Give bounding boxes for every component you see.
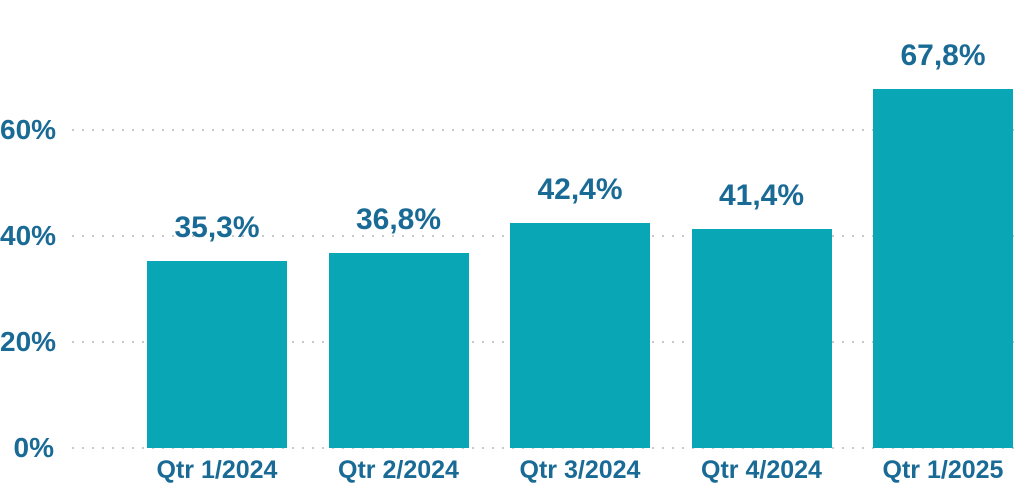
y-axis-tick-label: 20% (0, 326, 57, 357)
bar (691, 228, 832, 448)
bar (328, 252, 469, 448)
bar (510, 223, 650, 448)
x-axis-category-label: Qtr 2/2024 (338, 456, 459, 484)
y-axis-tick-label: 0% (13, 432, 54, 463)
bar-value-label: 67,8% (900, 38, 986, 72)
x-axis-category-label: Qtr 3/2024 (519, 456, 641, 484)
y-axis-tick-label: 40% (0, 220, 57, 251)
bar (147, 260, 287, 448)
bar-value-label: 42,4% (537, 173, 623, 207)
bar-value-label: 41,4% (718, 178, 805, 212)
x-axis-category-label: Qtr 1/2025 (882, 456, 1004, 484)
gridline (72, 447, 1016, 449)
bar-value-label: 35,3% (174, 210, 260, 244)
gridline (72, 129, 1016, 131)
bar (873, 88, 1013, 448)
y-axis-tick-label: 60% (0, 114, 57, 145)
x-axis-category-label: Qtr 4/2024 (701, 456, 822, 484)
bar-value-label: 36,8% (355, 202, 442, 236)
x-axis-category-label: Qtr 1/2024 (156, 456, 278, 484)
